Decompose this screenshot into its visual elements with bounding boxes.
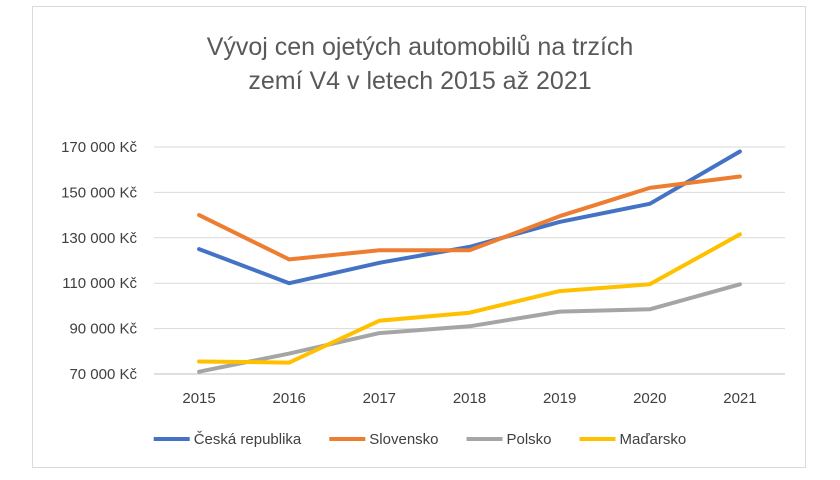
x-tick-label: 2015: [182, 390, 215, 407]
y-tick-label: 150 000 Kč: [61, 184, 137, 201]
series-line: [197, 232, 742, 365]
series-lines: [197, 149, 742, 374]
chart-frame: Vývoj cen ojetých automobilů na trzích z…: [32, 6, 806, 468]
x-tick-label: 2016: [273, 390, 306, 407]
x-tick-label: 2017: [363, 390, 396, 407]
series-line: [197, 174, 742, 262]
x-axis-tick-labels: 2015 2016 2017 2018 2019 2020 2021: [182, 390, 756, 407]
y-tick-label: 70 000 Kč: [69, 366, 137, 383]
x-tick-label: 2020: [633, 390, 666, 407]
legend-label: Slovensko: [369, 431, 438, 448]
gridlines: [154, 146, 785, 375]
legend-label: Česká republika: [194, 431, 302, 448]
legend-item: Polsko: [466, 431, 552, 448]
legend-item: Maďarsko: [579, 431, 687, 448]
series-line: [197, 282, 742, 374]
line-chart: Vývoj cen ojetých automobilů na trzích z…: [61, 33, 785, 448]
legend-label: Polsko: [507, 431, 552, 448]
x-tick-label: 2018: [453, 390, 486, 407]
y-tick-label: 110 000 Kč: [62, 275, 137, 292]
chart-title-line-2: zemí V4 v letech 2015 až 2021: [248, 67, 591, 95]
y-tick-label: 170 000 Kč: [61, 139, 137, 156]
y-tick-label: 130 000 Kč: [61, 230, 137, 247]
y-axis-tick-labels: 70 000 Kč 90 000 Kč 110 000 Kč 130 000 Kč 15…: [61, 139, 137, 383]
series-line: [197, 149, 742, 286]
chart-title-line-1: Vývoj cen ojetých automobilů na trzích: [207, 33, 634, 61]
legend-item: Slovensko: [329, 431, 439, 448]
x-tick-label: 2021: [723, 390, 756, 407]
x-tick-label: 2019: [543, 390, 576, 407]
legend-label: Maďarsko: [620, 431, 687, 448]
y-tick-label: 90 000 Kč: [69, 321, 137, 338]
legend-item: Česká republika: [153, 431, 302, 448]
legend: Česká republika Slovensko Polsko Maďarsko: [153, 431, 687, 448]
